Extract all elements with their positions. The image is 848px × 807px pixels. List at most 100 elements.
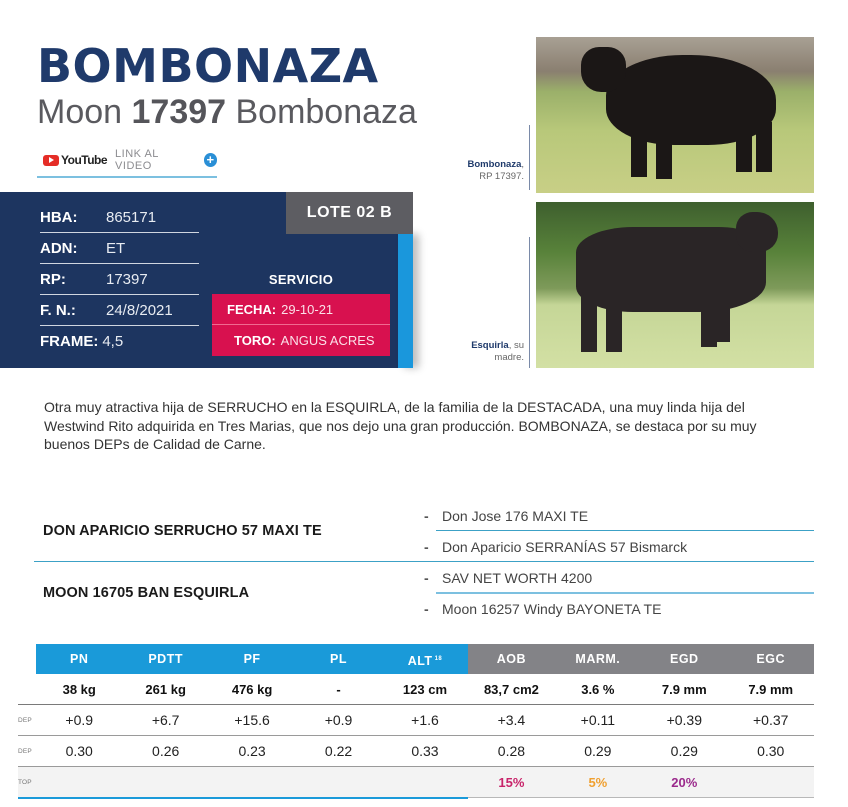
servicio-box: FECHA: 29-10-21 TORO: ANGUS ACRES bbox=[212, 294, 390, 356]
info-row-fn: F. N.: 24/8/2021 bbox=[40, 295, 199, 326]
caption-bold: Bombonaza bbox=[467, 159, 522, 170]
divider bbox=[436, 592, 814, 594]
servicio-toro: TORO: ANGUS ACRES bbox=[212, 325, 390, 356]
header-alt: ALT 18 bbox=[381, 644, 469, 674]
value-cell: 476 kg bbox=[231, 681, 273, 697]
youtube-video-link[interactable]: YouTube LINK AL VIDEO + bbox=[37, 148, 217, 178]
caption-text: RP 17397. bbox=[479, 171, 524, 182]
row-label-dep: DEP bbox=[18, 716, 32, 724]
header-marm: MARM. bbox=[554, 644, 642, 674]
subtitle-number: 17397 bbox=[131, 93, 227, 131]
dep-row: DEP +0.9 +6.7 +15.6 +0.9 +1.6 +3.4 +0.11… bbox=[18, 705, 814, 736]
ancestor-name: SAV NET WORTH 4200 bbox=[442, 570, 593, 586]
header-pdtt: PDTT bbox=[122, 644, 209, 674]
divider bbox=[34, 561, 814, 562]
lote-badge: LOTE 02 B bbox=[286, 192, 413, 234]
top-row: TOP 15% 5% 20% bbox=[18, 767, 814, 798]
dep-cell: +0.9 bbox=[324, 712, 353, 728]
dam-mother: - Moon 16257 Windy BAYONETA TE bbox=[424, 601, 661, 617]
dep-cell: +0.39 bbox=[666, 712, 702, 728]
cow-leg bbox=[736, 127, 752, 172]
photo-esquirla bbox=[536, 202, 814, 368]
caption-text: , bbox=[521, 159, 524, 170]
info-row-frame: FRAME: 4,5 bbox=[40, 326, 199, 357]
dep-accuracy-cell: 0.29 bbox=[584, 743, 612, 759]
ancestor-name: Don Aparicio SERRANÍAS 57 Bismarck bbox=[442, 539, 688, 555]
sire-father: - Don Jose 176 MAXI TE bbox=[424, 508, 588, 524]
accent-strip bbox=[398, 234, 413, 368]
description: Otra muy atractiva hija de SERRUCHO en l… bbox=[44, 399, 757, 452]
fecha-label: FECHA: bbox=[227, 301, 277, 317]
caption-text: madre. bbox=[494, 352, 524, 363]
servicio-fecha: FECHA: 29-10-21 bbox=[212, 294, 390, 325]
info-label: FRAME: bbox=[40, 333, 99, 350]
alt-superscript: 18 bbox=[434, 656, 443, 662]
dam-name: MOON 16705 BAN ESQUIRLA bbox=[43, 585, 250, 601]
dep-accuracy-cell: 0.29 bbox=[670, 743, 698, 759]
info-label: HBA: bbox=[40, 208, 78, 226]
value-cell: 3.6 % bbox=[581, 681, 615, 697]
values-row: 38 kg 261 kg 476 kg - 123 cm 83,7 cm2 3.… bbox=[18, 674, 814, 705]
dep-accuracy-cell: 0.23 bbox=[238, 743, 266, 759]
table-bottom-accent bbox=[18, 797, 468, 799]
info-value: 4,5 bbox=[102, 333, 124, 350]
cow-head bbox=[736, 212, 778, 252]
value-cell: 261 kg bbox=[145, 681, 186, 697]
header-pl: PL bbox=[295, 644, 382, 674]
info-value: 17397 bbox=[106, 270, 148, 288]
youtube-logo: YouTube bbox=[43, 153, 108, 167]
row-label-top: TOP bbox=[18, 778, 32, 786]
sire-name: DON APARICIO SERRUCHO 57 MAXI TE bbox=[43, 523, 322, 539]
info-label: F. N.: bbox=[40, 301, 76, 319]
cow-leg bbox=[701, 297, 717, 347]
caption-divider bbox=[529, 237, 530, 368]
dam-father: - SAV NET WORTH 4200 bbox=[424, 570, 592, 586]
youtube-play-icon bbox=[43, 154, 59, 166]
caption-bold: Esquirla bbox=[471, 340, 509, 351]
info-label: ADN: bbox=[40, 239, 78, 257]
info-value: ET bbox=[106, 239, 126, 257]
dep-cell: +15.6 bbox=[234, 712, 270, 728]
value-cell: 83,7 cm2 bbox=[483, 681, 539, 697]
plus-circle-icon[interactable]: + bbox=[203, 153, 217, 167]
toro-value: ANGUS ACRES bbox=[280, 333, 375, 348]
dep-cell: +0.9 bbox=[65, 712, 94, 728]
info-row-adn: ADN: ET bbox=[40, 233, 199, 264]
fecha-value: 29-10-21 bbox=[281, 301, 334, 317]
dep-accuracy-row: DEP 0.30 0.26 0.23 0.22 0.33 0.28 0.29 0… bbox=[18, 736, 814, 767]
dep-accuracy-cell: 0.30 bbox=[757, 743, 785, 759]
link-al-video-label[interactable]: LINK AL VIDEO bbox=[115, 148, 159, 172]
cow-head bbox=[581, 47, 626, 92]
row-label-dep: DEP bbox=[18, 747, 32, 755]
stats-header-row: PN PDTT PF PL ALT 18 AOB MARM. EGD EGC bbox=[18, 644, 814, 674]
dep-accuracy-cell: 0.33 bbox=[411, 743, 439, 759]
dep-accuracy-cell: 0.30 bbox=[65, 743, 93, 759]
dash: - bbox=[424, 539, 429, 555]
dash: - bbox=[424, 508, 429, 524]
value-cell: 123 cm bbox=[402, 681, 448, 697]
dash: - bbox=[424, 570, 429, 586]
info-value: 865171 bbox=[106, 208, 157, 226]
dep-cell: +0.11 bbox=[580, 712, 616, 728]
cow-leg bbox=[631, 132, 647, 177]
caption-text: , su bbox=[508, 340, 524, 351]
dash: - bbox=[424, 601, 429, 617]
top-cell-marm: 5% bbox=[588, 774, 608, 790]
photo-bombonaza bbox=[536, 37, 814, 193]
info-row-hba: HBA: 865171 bbox=[40, 202, 199, 233]
cow-leg bbox=[656, 132, 672, 179]
header-egc: EGC bbox=[727, 644, 814, 674]
value-cell: 38 kg bbox=[62, 681, 96, 697]
caption-bombonaza: Bombonaza, RP 17397. bbox=[468, 159, 524, 183]
ancestor-name: Moon 16257 Windy BAYONETA TE bbox=[442, 601, 662, 617]
divider bbox=[436, 530, 814, 531]
header-egd: EGD bbox=[641, 644, 728, 674]
dep-cell: +1.6 bbox=[411, 712, 439, 728]
dep-accuracy-cell: 0.28 bbox=[497, 743, 526, 759]
animal-full-name: Moon 17397 Bombonaza bbox=[37, 92, 417, 132]
dep-accuracy-cell: 0.26 bbox=[152, 743, 180, 759]
header-pf: PF bbox=[208, 644, 296, 674]
info-value: 24/8/2021 bbox=[106, 301, 173, 319]
dep-cell: +3.4 bbox=[497, 712, 526, 728]
ancestor-name: Don Jose 176 MAXI TE bbox=[442, 508, 589, 524]
